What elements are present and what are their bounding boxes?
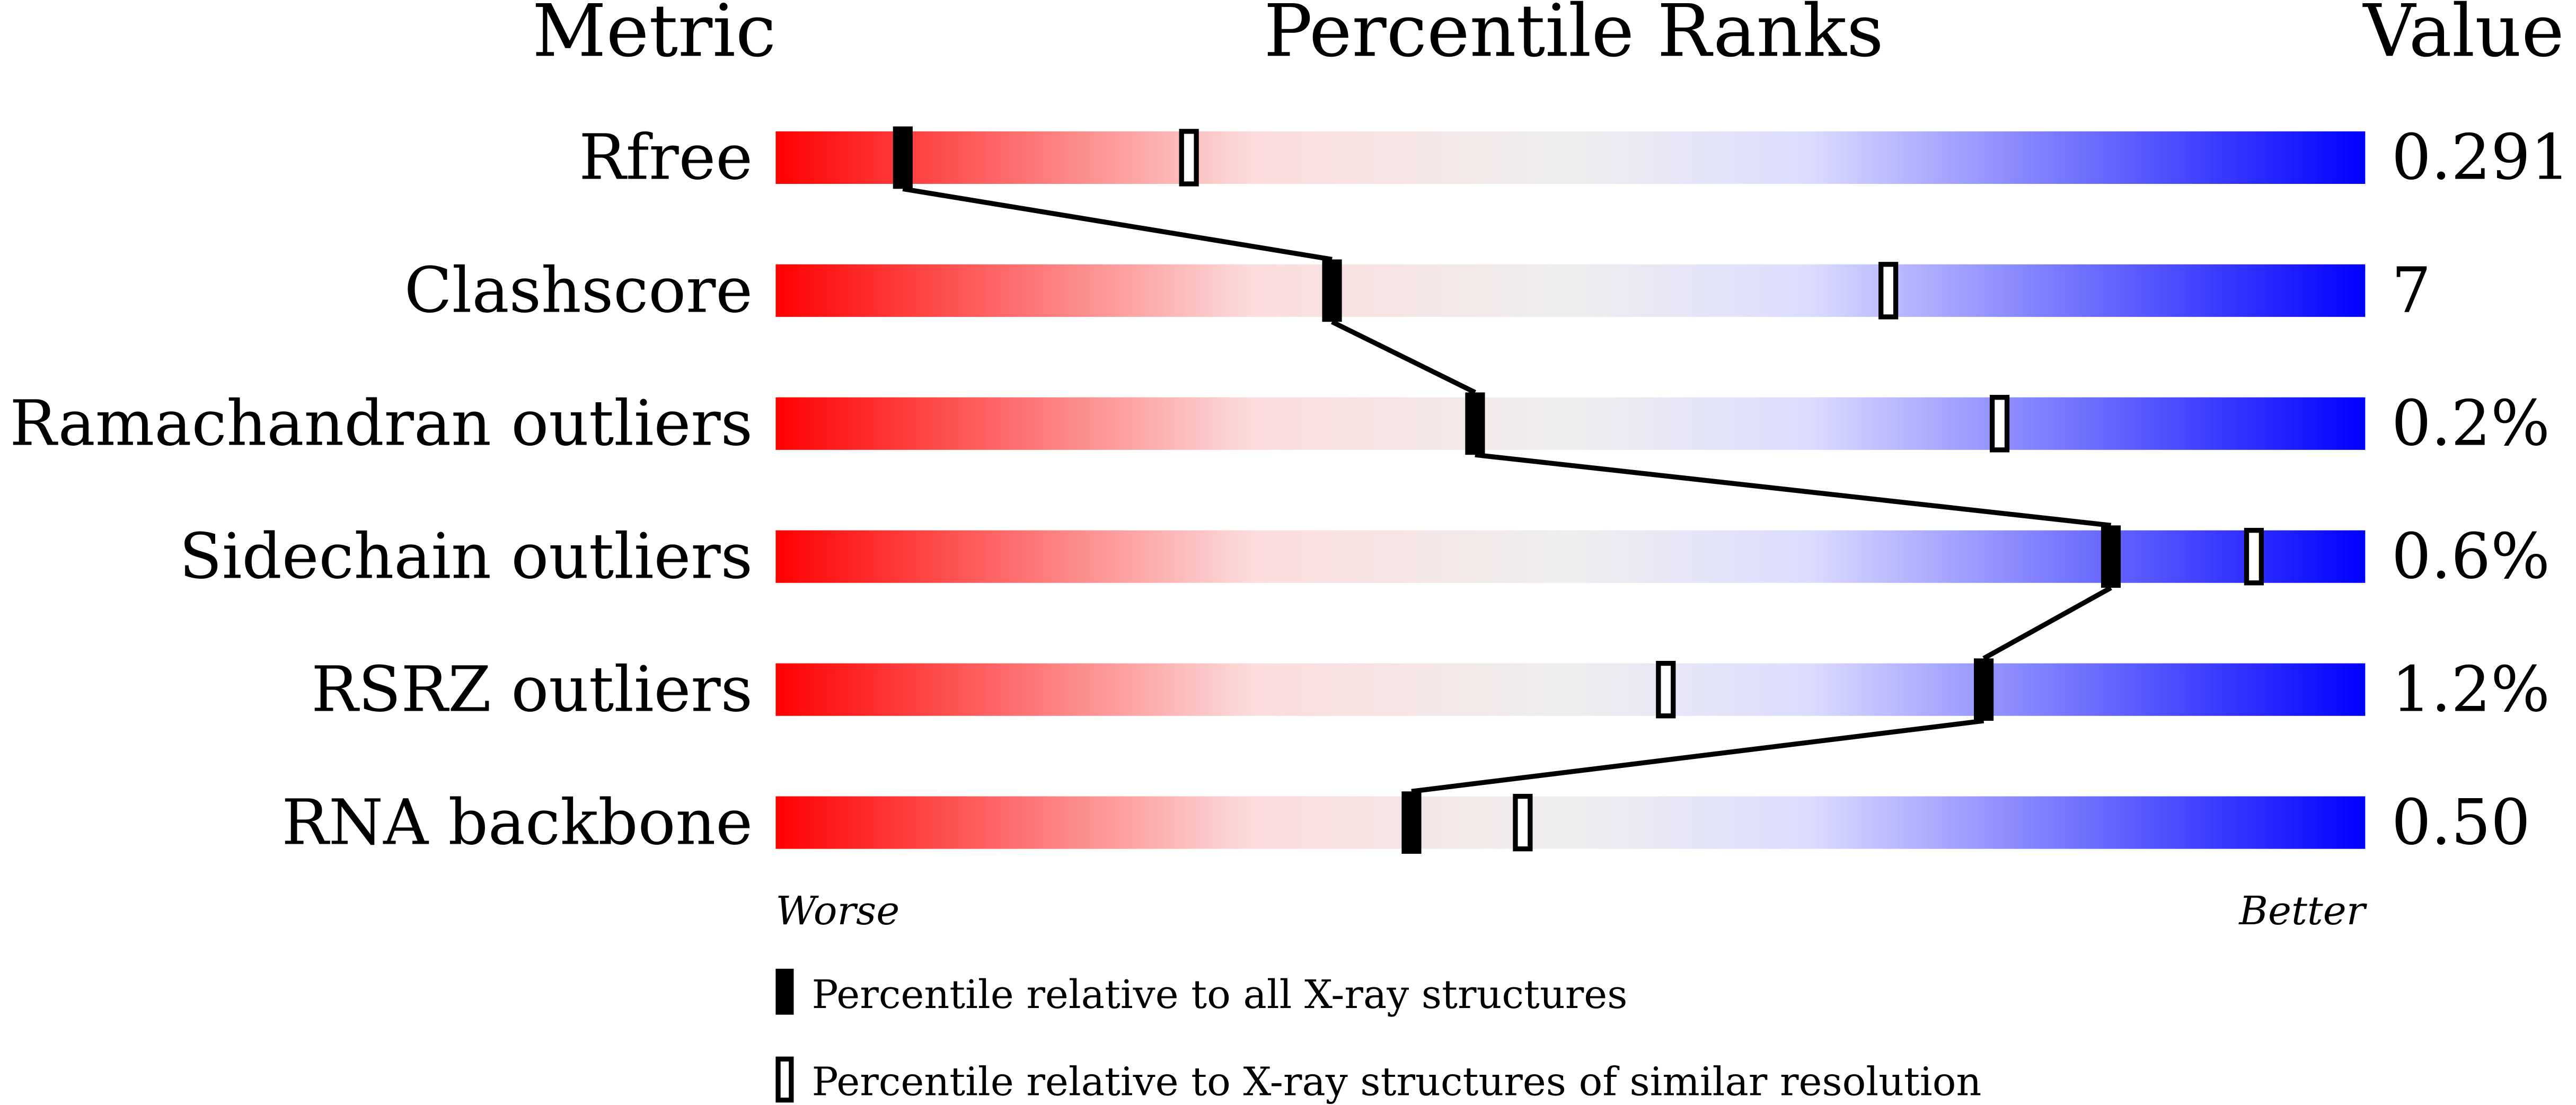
marker-similar-resolution bbox=[1179, 129, 1199, 187]
marker-all-structures bbox=[893, 126, 913, 189]
marker-similar-resolution bbox=[1989, 395, 2010, 453]
metric-label: Ramachandran outliers bbox=[10, 387, 753, 460]
percentile-bar bbox=[775, 796, 2366, 849]
marker-all-structures bbox=[1465, 392, 1485, 455]
metric-value: 0.50 bbox=[2392, 786, 2530, 859]
header-value: Value bbox=[2362, 0, 2564, 73]
legend-filled-label: Percentile relative to all X-ray structu… bbox=[812, 971, 1628, 1018]
connector-line bbox=[1330, 320, 1476, 395]
percentile-bar bbox=[775, 131, 2366, 184]
legend-open-label: Percentile relative to X-ray structures … bbox=[812, 1058, 1982, 1104]
marker-similar-resolution bbox=[1878, 262, 1899, 320]
connector-line bbox=[1411, 718, 1984, 794]
marker-all-structures bbox=[1322, 259, 1342, 322]
metric-value: 1.2% bbox=[2392, 653, 2550, 726]
connector-line bbox=[1982, 586, 2112, 661]
percentile-bar bbox=[775, 397, 2366, 450]
header-metric: Metric bbox=[532, 0, 776, 73]
percentile-bar bbox=[775, 530, 2366, 583]
connector-line bbox=[1475, 452, 2112, 528]
header-ranks: Percentile Ranks bbox=[1264, 0, 1883, 73]
legend-filled-marker bbox=[775, 968, 794, 1015]
marker-all-structures bbox=[1401, 791, 1422, 854]
marker-similar-resolution bbox=[2244, 528, 2264, 586]
metric-label: RNA backbone bbox=[281, 786, 753, 859]
metric-label: Sidechain outliers bbox=[179, 520, 753, 593]
worse-label: Worse bbox=[775, 888, 899, 934]
metric-value: 7 bbox=[2392, 254, 2431, 327]
connector-line bbox=[902, 186, 1333, 262]
legend-open-marker bbox=[775, 1056, 794, 1103]
marker-similar-resolution bbox=[1656, 660, 1676, 719]
percentile-bar bbox=[775, 264, 2366, 317]
metric-label: RSRZ outliers bbox=[311, 653, 753, 726]
marker-all-structures bbox=[2101, 525, 2121, 588]
metric-value: 0.291 bbox=[2392, 121, 2570, 194]
marker-similar-resolution bbox=[1513, 793, 1533, 852]
metric-label: Clashscore bbox=[404, 254, 753, 327]
percentile-bar bbox=[775, 663, 2366, 716]
better-label: Better bbox=[2238, 888, 2367, 934]
marker-all-structures bbox=[1974, 658, 1994, 721]
metric-value: 0.2% bbox=[2392, 387, 2550, 460]
metric-label: Rfree bbox=[579, 121, 753, 194]
metric-value: 0.6% bbox=[2392, 520, 2550, 593]
